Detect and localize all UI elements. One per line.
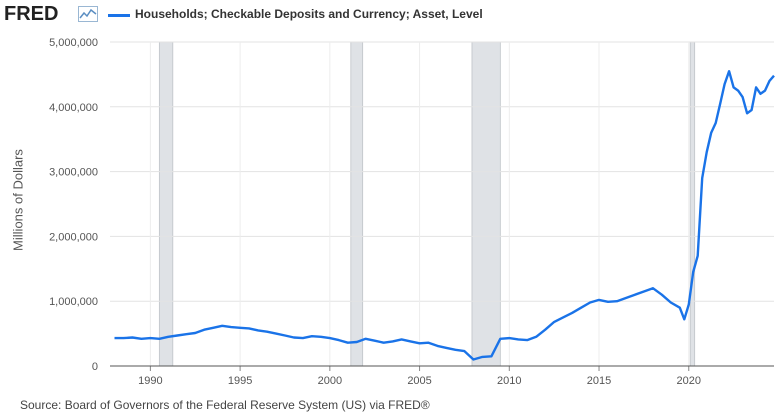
- legend-swatch: [108, 14, 130, 17]
- line-chart: 0 1,000,000 2,000,000 3,000,000 4,000,000 5,0…: [49, 37, 775, 387]
- x-tick-label: 2000: [318, 375, 342, 387]
- fred-logo[interactable]: FRED: [4, 3, 59, 25]
- x-tick-label: 2015: [587, 375, 611, 387]
- y-tick-label: 4,000,000: [49, 102, 98, 114]
- x-tick-label: 2005: [407, 375, 431, 387]
- tick-labels: 0 1,000,000 2,000,000 3,000,000 4,000,000 5,0…: [49, 37, 701, 387]
- x-tick-label: 1990: [138, 375, 162, 387]
- x-tick-label: 2020: [677, 375, 701, 387]
- y-tick-label: 0: [92, 361, 98, 373]
- recession-bands: [158, 41, 696, 367]
- legend-label[interactable]: Households; Checkable Deposits and Curre…: [135, 7, 483, 21]
- chart-header: FRED Households; Checkable Deposits and …: [0, 0, 784, 30]
- x-tick-label: 2010: [497, 375, 521, 387]
- x-tick-label: 1995: [228, 375, 252, 387]
- series-layer: [114, 69, 775, 361]
- recession-band: [158, 41, 174, 367]
- source-note: Source: Board of Governors of the Federa…: [20, 398, 430, 412]
- series-line: [114, 69, 775, 361]
- recession-band: [350, 41, 364, 367]
- y-tick-label: 5,000,000: [49, 37, 98, 49]
- recession-band: [471, 41, 501, 367]
- y-tick-label: 3,000,000: [49, 167, 98, 179]
- line-chart-icon: [78, 6, 98, 22]
- recession-band: [689, 41, 696, 367]
- y-tick-label: 1,000,000: [49, 296, 98, 308]
- gridlines: [110, 41, 774, 371]
- y-tick-label: 2,000,000: [49, 231, 98, 243]
